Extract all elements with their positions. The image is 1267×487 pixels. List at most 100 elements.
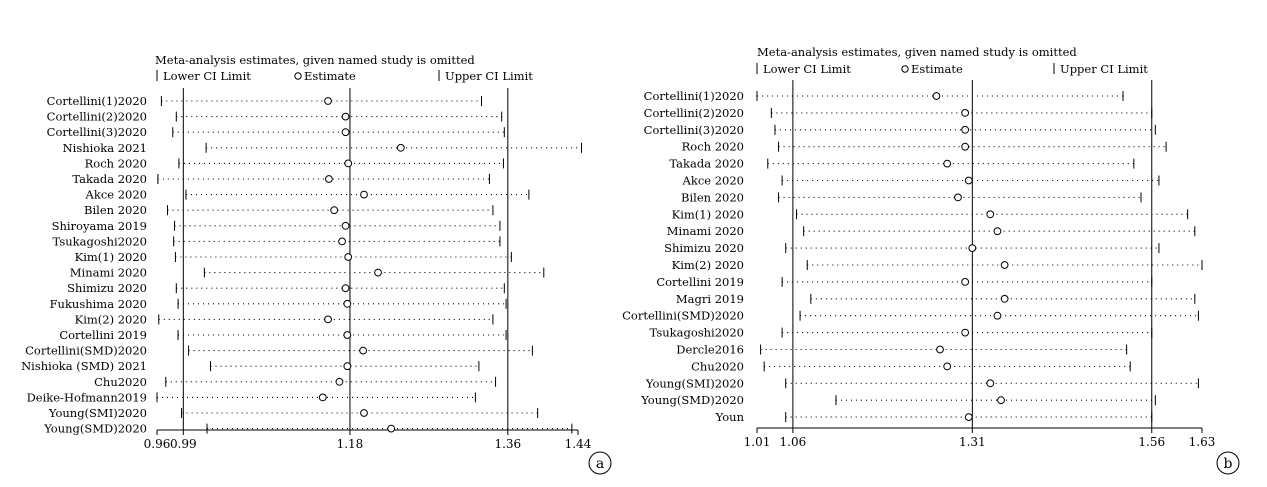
panel-a-estimate-marker [343,299,352,308]
panel-b-study-label: Young(SMD)2020 [640,393,744,407]
panel-a-study-label: Cortellini(1)2020 [47,94,147,108]
panel-a-estimate-marker [341,221,350,230]
panel-b-chart: Meta-analysis estimates, given named stu… [622,45,1240,475]
panel-a-estimate-marker [325,175,333,183]
panel-b-study-label: Cortellini 2019 [656,275,744,289]
panel-b-study-label: Roch 2020 [682,140,744,154]
panel-a-estimate-marker [341,112,350,121]
panel-b-estimate-marker [986,210,995,219]
panel-a-estimate-marker [360,190,368,199]
panel-b-estimate-marker [936,345,944,354]
panel-b-study-label: Bilen 2020 [681,190,744,204]
panel-b-estimate-marker [986,379,995,388]
panel-a-study-label: Akce 2020 [85,188,147,202]
panel-b-label-circle [1216,451,1240,475]
panel-a-x-tick-label: 1.18 [337,437,364,451]
panel-a-study-label: Kim(1) 2020 [75,250,147,264]
panel-b-estimate-marker [943,362,952,371]
panel-a-estimate-marker [324,315,332,324]
panel-b-estimate-marker [954,193,962,202]
panel-a-estimate-marker [359,346,368,355]
panel-a-estimate-marker [341,284,350,293]
panel-a-x-tick-label: 0.99 [170,437,197,451]
panel-a-estimate-marker [374,268,382,277]
panel-a-study-label: Bilen 2020 [84,203,147,217]
panel-a-estimate-marker [360,409,368,417]
panel-a-estimate-marker [335,377,344,386]
panel-a-estimate-marker [338,237,346,246]
panel-b-label: b [1224,456,1233,472]
panel-b-estimate-marker [964,176,973,185]
panel-b-estimate-marker [964,413,973,422]
panel-a-estimate-marker [343,362,352,371]
panel-b-study-label: Youn [715,410,745,424]
panel-a-estimate-marker [344,253,353,261]
panel-b-estimate-marker [1000,261,1009,269]
panel-b-estimate-marker [943,159,952,168]
panel-b-estimate-marker [997,396,1005,405]
panel-a-study-label: Tsukagoshi2020 [52,234,147,248]
panel-a-estimate-marker [387,424,396,433]
panel-a-study-label: Cortellini(SMD)2020 [25,344,147,358]
panel-b-study-label: Cortellini(1)2020 [644,89,744,103]
panel-a-study-label: Nishioka (SMD) 2021 [21,359,147,373]
panel-b-title: Meta-analysis estimates, given named stu… [757,45,1077,59]
panel-a-study-label: Cortellini(3)2020 [47,125,147,139]
panel-b-study-label: Shimizu 2020 [664,241,744,255]
panel-b-estimate-marker [961,278,970,286]
panel-a-x-tick-label: 1.44 [565,437,592,451]
panel-a-x-tick-label: 0.96 [144,437,171,451]
panel-b-x-tick-label: 1.31 [959,435,986,449]
panel-b-study-label: Chu2020 [691,359,744,373]
panel-b-estimate-marker [1000,294,1009,303]
panel-a-estimate-marker [341,128,350,137]
panel-a-study-label: Cortellini 2019 [59,328,147,342]
panel-b-legend-estimate-marker [901,65,909,73]
panel-a-study-label: Deike-Hofmann2019 [27,390,147,404]
panel-b-legend-estimate-label: Estimate [911,62,963,76]
panel-b-estimate-marker [961,109,970,117]
panel-a-study-label: Young(SMI)2020 [48,406,147,420]
panel-b-study-label: Magri 2019 [676,292,744,306]
panel-a-study-label: Minami 2020 [70,266,147,280]
panel-b-x-tick-label: 1.63 [1189,435,1216,449]
panel-a-estimate-marker [343,331,352,339]
panel-b-study-label: Cortellini(2)2020 [644,106,744,120]
panel-b-study-label: Tsukagoshi2020 [649,326,744,340]
panel-b-estimate-marker [932,92,941,100]
panel-b-x-tick-label: 1.56 [1138,435,1165,449]
panel-a-estimate-marker [330,206,339,215]
panel-a-estimate-marker [324,97,332,105]
panel-a-label-circle [588,451,612,475]
panel-a-study-label: Nishioka 2021 [63,141,147,155]
panel-b-estimate-marker [961,328,970,337]
panel-a-chart: Meta-analysis estimates, given named stu… [21,53,612,475]
panel-b-study-label: Minami 2020 [667,224,744,238]
panel-a-study-label: Kim(2) 2020 [75,312,147,326]
panel-a-study-label: Shiroyama 2019 [52,219,147,233]
panel-b-study-label: Akce 2020 [682,174,744,188]
panel-b-legend-lower-label: Lower CI Limit [763,62,851,76]
panel-b-estimate-marker [961,125,970,134]
panel-b-estimate-marker [968,244,977,253]
panel-a-study-label: Cortellini(2)2020 [47,110,147,124]
panel-b-x-tick-label: 1.01 [744,435,771,449]
panel-a-study-label: Chu2020 [94,375,147,389]
panel-a-estimate-marker [344,159,353,168]
panel-b-study-label: Cortellini(3)2020 [644,123,744,137]
panel-a-legend-upper-label: Upper CI Limit [445,69,533,83]
panel-a-label: a [596,456,604,472]
panel-a-study-label: Fukushima 2020 [50,297,147,311]
panel-b-estimate-marker [961,142,970,151]
panel-a-legend-estimate-marker [294,72,302,80]
panel-a-title: Meta-analysis estimates, given named stu… [155,53,475,67]
panel-a-study-label: Shimizu 2020 [67,281,147,295]
panel-b-study-label: Kim(1) 2020 [672,207,744,221]
panel-b-estimate-marker [993,311,1002,320]
panel-a-x-tick-label: 1.36 [494,437,521,451]
panel-b-estimate-marker [993,227,1002,236]
panel-b-study-label: Kim(2) 2020 [672,258,744,272]
panel-b-study-label: Young(SMI)2020 [645,376,744,390]
panel-a-legend-lower-label: Lower CI Limit [163,69,251,83]
